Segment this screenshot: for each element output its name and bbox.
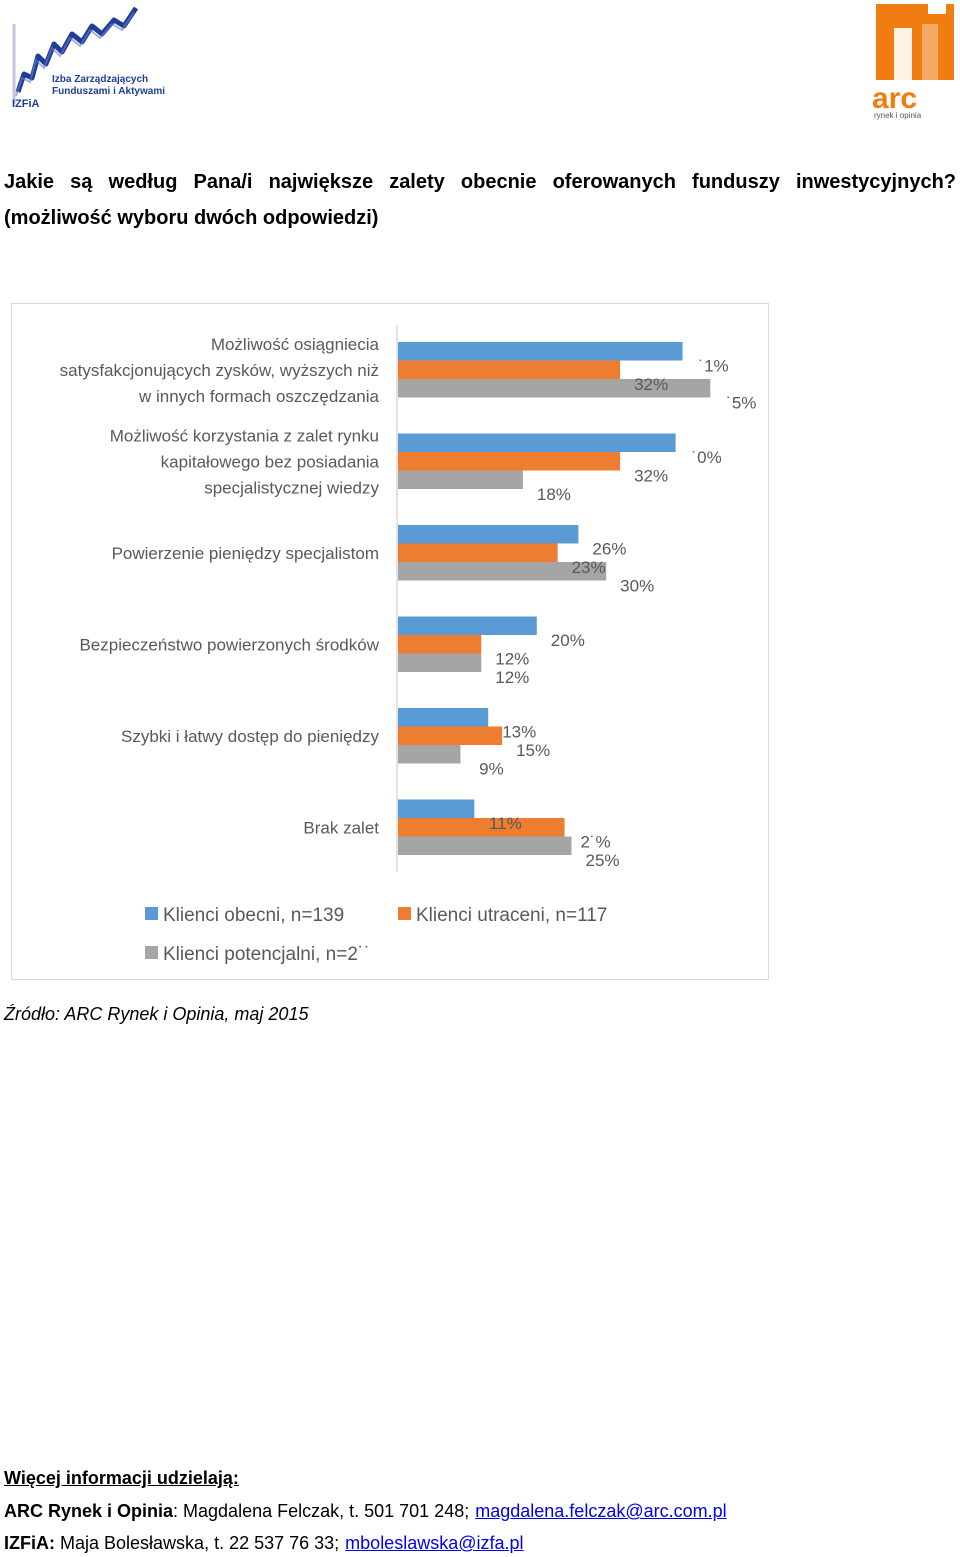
- data-label: 26%: [592, 540, 626, 559]
- data-label: 23%: [572, 558, 606, 577]
- contact-arc-person: : Magdalena Felczak, t. 501 701 248;: [173, 1501, 470, 1521]
- bar-chart: Możliwość osiągniecia satysfakcjonujących…: [60, 325, 756, 965]
- izfa-logo-line1: Izba Zarządzających: [52, 74, 148, 85]
- category-label: Brak zalet: [303, 818, 379, 837]
- data-label: ˙5%: [726, 394, 756, 413]
- category-label: Powierzenie pieniędzy specjalistom: [112, 544, 379, 563]
- data-label: 20%: [551, 631, 585, 650]
- question-word: oferowanych: [552, 171, 676, 193]
- data-label: 18%: [537, 485, 571, 504]
- bar: [398, 379, 711, 398]
- contact-izfa-email-link[interactable]: mboleslawska@izfa.pl: [345, 1533, 524, 1553]
- question-line-1: Jakie są według Pana/i największe zalety obecn…: [4, 171, 956, 194]
- data-label: 32%: [634, 467, 668, 486]
- source-note: Źródło: ARC Rynek i Opinia, maj 2015: [4, 1004, 309, 1024]
- contact-izfa-person: Maja Bolesławska, t. 22 537 76 33;: [55, 1533, 340, 1553]
- bar: [398, 836, 572, 855]
- data-label: 32%: [634, 375, 668, 394]
- arc-logo-tagline: rynek i opinia: [874, 111, 922, 120]
- contact-izfa: IZFiA: Maja Bolesławska, t. 22 537 76 33…: [4, 1533, 524, 1554]
- contact-arc-email-link[interactable]: magdalena.felczak@arc.com.pl: [475, 1501, 727, 1521]
- legend-swatch: [398, 907, 411, 920]
- bar: [398, 433, 676, 452]
- contact-izfa-org: IZFiA:: [4, 1533, 55, 1553]
- bar: [398, 470, 523, 489]
- bar: [398, 726, 503, 745]
- data-label: 15%: [516, 741, 550, 760]
- question-word: zalety: [389, 171, 445, 193]
- bar: [398, 452, 621, 471]
- legend-entry: Klienci obecni, n=139: [163, 905, 344, 926]
- category-label: Możliwość osiągniecia: [211, 335, 380, 354]
- question-word: Jakie: [4, 171, 55, 193]
- legend-entry: Klienci potencjalni, n=2˙˙: [163, 944, 371, 965]
- data-label: 30%: [620, 577, 654, 596]
- bar: [398, 708, 489, 727]
- data-label: ˙1%: [698, 357, 728, 376]
- question-word: funduszy: [692, 171, 780, 193]
- arc-logo: arc rynek i opinia: [872, 4, 954, 120]
- data-label: 9%: [479, 760, 504, 779]
- izfa-logo-acronym: IZFiA: [12, 98, 40, 110]
- category-label: specjalistycznej wiedzy: [204, 478, 379, 497]
- category-label: satysfakcjonujących zysków, wyższych niż: [60, 361, 379, 380]
- data-label: 13%: [502, 723, 536, 742]
- bar: [398, 653, 482, 672]
- arc-logo-wordmark: arc: [872, 82, 917, 115]
- question-word: Pana/i: [193, 171, 253, 193]
- data-label: 11%: [489, 814, 522, 833]
- izfa-logo: Izba Zarządzających Funduszami i Aktywam…: [12, 6, 165, 110]
- category-label: Możliwość korzystania z zalet rynku: [110, 426, 379, 445]
- category-label: Bezpieczeństwo powierzonych środków: [79, 635, 379, 654]
- category-label: kapitałowego bez posiadania: [161, 452, 380, 471]
- question-word: według: [108, 171, 178, 193]
- question-word: inwestycyjnych?: [795, 171, 956, 193]
- question-word: są: [70, 171, 93, 193]
- question-word: największe: [268, 171, 374, 193]
- data-label: 12%: [495, 650, 529, 669]
- data-label: 2˙%: [580, 833, 610, 852]
- question-line-2: (możliwość wyboru dwóch odpowiedzi): [4, 207, 379, 229]
- bar: [398, 635, 482, 654]
- legend-swatch: [145, 907, 158, 920]
- category-label: w innych formach oszczędzania: [138, 387, 380, 406]
- contact-arc: ARC Rynek i Opinia: Magdalena Felczak, t…: [4, 1501, 727, 1522]
- bar: [398, 745, 461, 764]
- bar: [398, 525, 579, 544]
- chart-frame: [11, 303, 769, 980]
- legend-swatch: [145, 946, 158, 959]
- bar: [398, 543, 558, 562]
- legend-entry: Klienci utraceni, n=117: [416, 905, 607, 926]
- data-label: ˙0%: [691, 448, 721, 467]
- bar: [398, 360, 621, 379]
- question-word: obecnie: [460, 171, 537, 193]
- contact-heading: Więcej informacji udzielają:: [4, 1468, 239, 1488]
- bar: [398, 799, 475, 818]
- izfa-logo-line2: Funduszami i Aktywami: [52, 86, 165, 97]
- bar: [398, 562, 607, 581]
- data-label: 12%: [495, 668, 529, 687]
- bar: [398, 342, 683, 361]
- data-label: 25%: [585, 851, 619, 870]
- category-label: Szybki i łatwy dostęp do pieniędzy: [121, 727, 379, 746]
- bar: [398, 616, 537, 635]
- contact-arc-org: ARC Rynek i Opinia: [4, 1501, 174, 1521]
- bar: [398, 818, 565, 837]
